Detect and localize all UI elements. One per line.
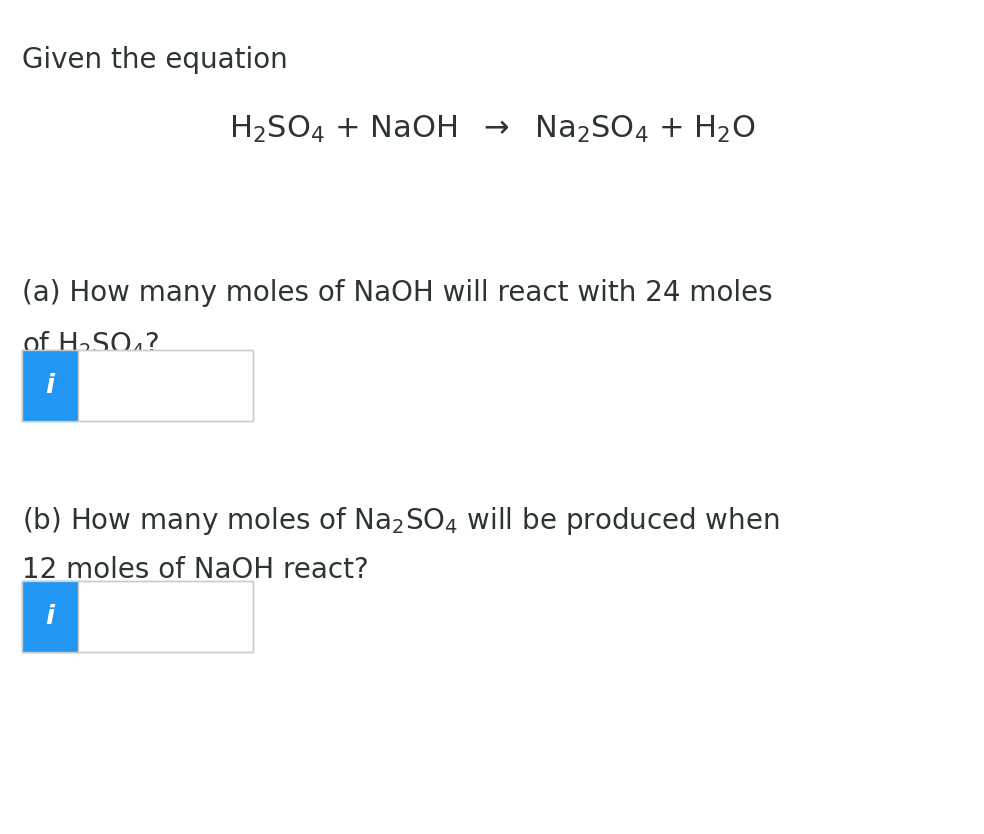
Text: (b) How many moles of Na$_2$SO$_4$ will be produced when: (b) How many moles of Na$_2$SO$_4$ will … — [22, 505, 779, 536]
FancyBboxPatch shape — [22, 581, 79, 652]
FancyBboxPatch shape — [79, 581, 253, 652]
Text: of H$_2$SO$_4$?: of H$_2$SO$_4$? — [22, 329, 159, 360]
Text: i: i — [45, 373, 54, 399]
FancyBboxPatch shape — [22, 350, 79, 421]
FancyBboxPatch shape — [79, 350, 253, 421]
Text: (a) How many moles of NaOH will react with 24 moles: (a) How many moles of NaOH will react wi… — [22, 279, 772, 308]
Text: H$_2$SO$_4$ + NaOH  $\rightarrow$  Na$_2$SO$_4$ + H$_2$O: H$_2$SO$_4$ + NaOH $\rightarrow$ Na$_2$S… — [228, 113, 756, 145]
Text: i: i — [45, 604, 54, 630]
Text: Given the equation: Given the equation — [22, 46, 287, 74]
Text: 12 moles of NaOH react?: 12 moles of NaOH react? — [22, 556, 368, 585]
